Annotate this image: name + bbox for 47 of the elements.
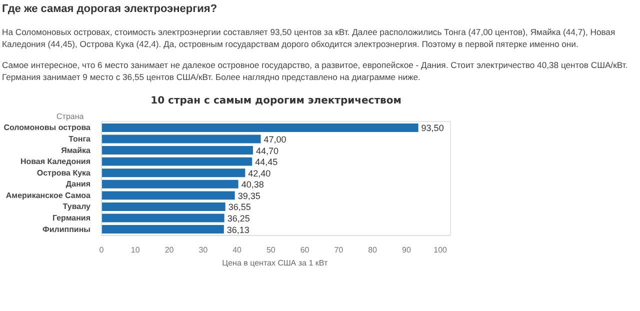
bar [102, 156, 252, 166]
y-axis-title: Страна [56, 112, 84, 121]
bar [102, 168, 246, 177]
bar [102, 179, 238, 188]
x-tick-label: 60 [300, 245, 310, 254]
text: Самое интересное, что 6 место занимает не далекое островное государство, а развитое, европейское - Дания. Стоит электричество 40,38 центов США/кВт. Германия занимает 9 место с 36,55 центов США/кВт. Более наглядно представлено на диаграмме ниже. [2, 58, 629, 84]
x-tick-label: 0 [99, 245, 104, 254]
data-label: 93,50 [421, 122, 444, 133]
x-tick-label: 20 [164, 245, 174, 254]
y-tick-label: Ямайка [61, 145, 92, 154]
x-tick-label: 80 [368, 245, 378, 254]
data-label: 42,40 [248, 168, 271, 178]
x-tick-label: 90 [402, 245, 412, 254]
bar [102, 224, 224, 234]
data-label: 36,25 [227, 213, 250, 224]
text: На Соломоновых островах, стоимость электроэнергии составляет 93,50 центов за кВт. Далее расположились Тонга (47,00 центов), Ямайка (44,7), Новая Каледония (44,45), Острова Кука (42,4). Да, островным государствам дорого обходится электроэнергия. Поэтому в первой пятерке именно они. [2, 26, 616, 51]
bar [102, 134, 261, 143]
data-label: 36,13 [226, 224, 250, 234]
y-tick-label: Острова Кука [36, 168, 92, 177]
x-tick-label: 70 [334, 245, 344, 254]
y-tick-label: Американское Самоа [6, 190, 92, 200]
x-tick-label: 10 [130, 245, 140, 254]
x-tick-label: 40 [232, 245, 242, 254]
y-tick-label: Новая Каледония [20, 156, 91, 166]
x-axis-title: Цена в центах США за 1 кВт [222, 258, 328, 268]
y-tick-label: Тувалу [62, 202, 92, 211]
bar [102, 202, 226, 210]
data-label: 40,38 [241, 179, 264, 190]
bar [102, 146, 253, 154]
data-label: 36,55 [228, 202, 251, 212]
y-tick-label: Филиппины [42, 224, 91, 234]
chart-title: 10 стран с самым дорогим электричеством [150, 95, 402, 106]
x-tick-label: 30 [198, 245, 208, 254]
y-tick-label: Дания [66, 179, 91, 188]
x-tick-label: 50 [266, 245, 276, 254]
y-tick-label: Соломоновы острова [4, 122, 92, 132]
bar [102, 122, 418, 132]
data-label: 44,45 [255, 156, 278, 167]
data-label: 47,00 [264, 134, 286, 144]
text: Где же самая дорогая электроэнергия? [2, 2, 218, 17]
bar [102, 190, 235, 200]
bar [102, 213, 224, 222]
y-tick-label: Германия [52, 213, 91, 222]
data-label: 39,35 [238, 190, 260, 200]
x-tick-label: 100 [434, 245, 448, 254]
y-tick-label: Тонга [68, 134, 92, 144]
data-label: 44,70 [256, 145, 278, 156]
